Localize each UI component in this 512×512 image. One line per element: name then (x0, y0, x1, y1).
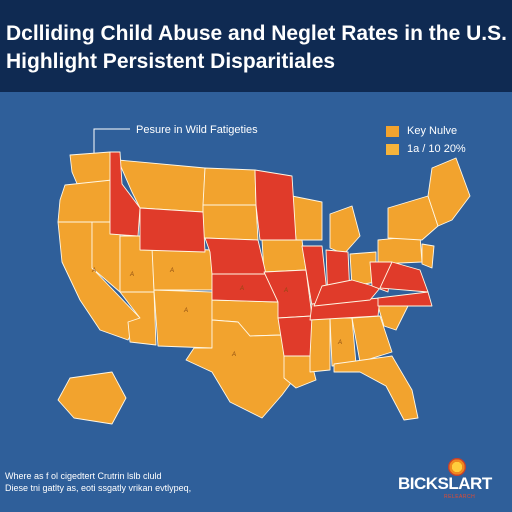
legend-label: 1a / 10 20% (407, 143, 466, 155)
sun-icon (448, 458, 466, 476)
legend-swatch (386, 143, 399, 155)
state-new-england (427, 157, 471, 227)
state-wisconsin (291, 195, 323, 241)
callout-leader-line (93, 128, 130, 160)
legend-label: Key Nulve (407, 125, 458, 137)
state-kentucky (313, 279, 381, 307)
state-virginia (379, 261, 429, 293)
brand-name: BICKSLART (398, 474, 492, 493)
state-south-dakota (202, 204, 259, 241)
state-arkansas (277, 315, 313, 357)
state-label: A (283, 288, 288, 294)
state-label: A (91, 268, 96, 274)
state-michigan (329, 205, 361, 255)
state-wyoming (139, 207, 206, 253)
state-alabama (329, 317, 357, 367)
state-label: A (239, 286, 244, 292)
map-subtitle: Highlight Persistent Disparitiales (6, 50, 336, 73)
state-new-mexico (153, 289, 213, 349)
legend-item: Key Nulve (386, 122, 466, 140)
state-label: A (183, 308, 188, 314)
title-bar: Dclliding Child Abuse and Neglet Rates i… (0, 0, 512, 92)
state-alaska (57, 371, 127, 425)
state-minnesota (254, 169, 297, 241)
state-pennsylvania (377, 235, 423, 265)
state-new-york (387, 195, 439, 241)
legend: Key Nulve 1a / 10 20% (386, 122, 466, 158)
state-label: A (231, 352, 236, 358)
state-north-carolina (377, 291, 433, 307)
footnote-line: Diese tni gatlty as, eoti ssgatly vrikan… (5, 483, 192, 493)
legend-swatch (386, 125, 399, 137)
map-title: Dclliding Child Abuse and Neglet Rates i… (6, 22, 507, 45)
state-texas (185, 319, 303, 419)
brand-tagline: RELEARCH (444, 494, 476, 500)
legend-item: 1a / 10 20% (386, 140, 466, 158)
state-oregon (57, 179, 113, 223)
state-iowa (261, 239, 307, 273)
callout-label: Pesure in Wild Fatigeties (136, 124, 258, 136)
state-new-jersey (421, 243, 435, 269)
footnote-line: Where as f ol cigedtert Crutrin lslb clu… (5, 471, 162, 481)
state-florida (333, 355, 419, 421)
state-label: A (129, 272, 134, 278)
footnote: Where as f ol cigedtert Crutrin lslb clu… (5, 470, 191, 494)
state-north-dakota (202, 167, 257, 206)
state-nebraska (204, 237, 267, 275)
state-label: A (169, 268, 174, 274)
brand-logo: BICKSLART RELEARCH (398, 454, 508, 508)
state-colorado (151, 247, 213, 291)
state-label: A (337, 340, 342, 346)
